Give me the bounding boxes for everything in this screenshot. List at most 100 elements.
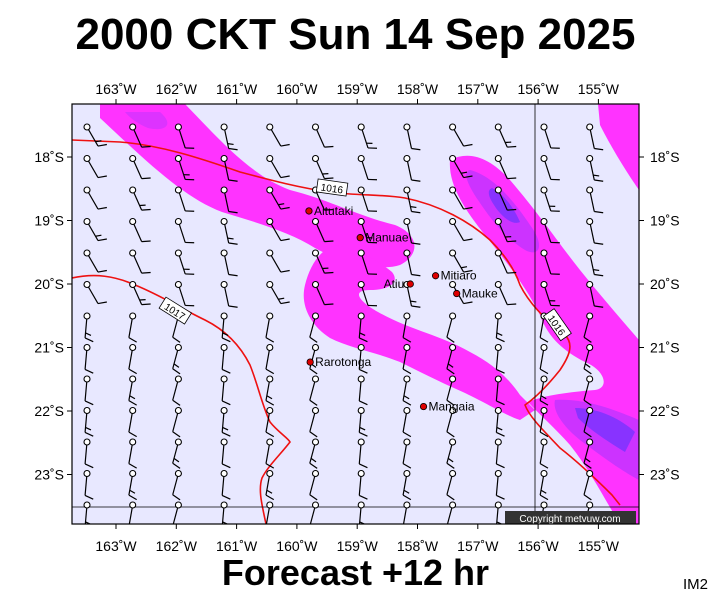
wind-barb <box>540 154 560 181</box>
wind-barb <box>220 217 238 245</box>
wind-barb <box>311 280 334 306</box>
wind-barb <box>83 312 94 343</box>
wind-barb <box>540 186 560 212</box>
place-manuae: Manuae <box>356 231 409 245</box>
wind-barb <box>311 217 334 243</box>
wind-barb <box>266 186 290 210</box>
wind-barb <box>309 406 320 438</box>
wind-barb <box>265 406 275 438</box>
forecast-label: Forecast +12 hr <box>221 552 490 593</box>
wind-barb <box>83 154 107 179</box>
place-label: Mangaia <box>429 400 475 414</box>
wind-barb <box>357 406 368 437</box>
wind-barb <box>220 280 238 308</box>
place-marker <box>406 280 414 288</box>
place-rarotonga: Rarotonga <box>306 355 372 369</box>
wind-barb <box>129 217 151 243</box>
wind-barb <box>402 501 411 524</box>
wind-barb <box>402 375 412 406</box>
wind-barb <box>446 501 457 524</box>
place-aitutaki: Aitutaki <box>305 204 353 218</box>
wind-barb <box>172 375 182 406</box>
wind-barb <box>220 123 238 151</box>
place-label: Rarotonga <box>315 355 371 369</box>
wind-barb <box>402 312 412 343</box>
isobar-lines <box>72 139 621 524</box>
isobar-1017-west <box>72 274 291 524</box>
wind-barb <box>586 249 604 277</box>
wind-barb <box>83 501 92 524</box>
wind-barb <box>357 312 368 343</box>
place-label: Aitutaki <box>314 204 353 218</box>
wind-barb <box>83 123 107 147</box>
wind-barb <box>402 343 412 375</box>
wind-barb <box>494 501 503 524</box>
wind-barb <box>266 249 290 273</box>
wind-barb <box>172 343 182 375</box>
place-marker <box>419 402 428 411</box>
wind-barb <box>583 438 594 469</box>
wind-barb <box>174 249 195 275</box>
lat-label-left: 23˚S <box>34 467 64 483</box>
place-markers: Aitutaki Manuae Mitiaro Atiu Mauke Rarotonga M… <box>305 204 498 414</box>
wind-barb <box>583 343 594 375</box>
wind-barb <box>220 406 231 437</box>
place-label: Mitiaro <box>441 269 477 283</box>
wind-barb <box>265 501 274 524</box>
wind-barb <box>128 438 137 469</box>
isobar-1016-north <box>72 139 621 506</box>
lon-label-bottom: 163˚W <box>95 538 137 554</box>
wind-barb <box>174 154 195 181</box>
wind-barb <box>220 343 231 374</box>
wind-barb <box>446 438 457 469</box>
wind-barb <box>266 280 290 305</box>
wind-barb <box>539 375 549 406</box>
wind-barb <box>129 186 151 211</box>
wind-barb <box>129 249 151 274</box>
place-label: Mauke <box>462 287 498 301</box>
wind-barb <box>309 438 320 469</box>
wind-barb <box>309 312 320 343</box>
wind-barb <box>129 280 151 306</box>
wind-barb <box>83 217 107 242</box>
svg-text:1016: 1016 <box>320 182 344 196</box>
wind-barb <box>449 217 473 242</box>
copyright-box <box>505 511 636 524</box>
wind-barb <box>83 280 107 305</box>
wind-barb <box>128 469 137 501</box>
wind-barb <box>494 154 517 180</box>
wind-barb <box>449 123 473 147</box>
wind-barb <box>494 280 517 306</box>
wind-barb <box>449 186 473 210</box>
place-marker <box>453 289 461 298</box>
wind-barb <box>494 343 505 374</box>
wind-barb <box>586 154 604 182</box>
wind-barb <box>449 154 473 179</box>
copyright-text: Copyright metvuw.com <box>519 514 620 525</box>
lon-label-top: 159˚W <box>337 81 379 97</box>
wind-barb <box>129 154 151 180</box>
wind-barb <box>128 343 137 375</box>
wind-barb <box>583 312 594 343</box>
place-marker <box>306 358 314 366</box>
page-title: 2000 CKT Sun 14 Sep 2025 <box>75 10 636 59</box>
lat-label-left: 18˚S <box>34 149 64 165</box>
wind-barb <box>220 469 231 500</box>
map-frame <box>71 103 640 525</box>
wind-barb <box>128 312 137 343</box>
wind-barb <box>446 469 457 501</box>
wind-barb <box>449 280 473 305</box>
wind-barb <box>357 123 378 149</box>
wind-barb <box>357 469 368 500</box>
wind-barb <box>583 375 594 406</box>
place-label: Atiu <box>384 277 405 291</box>
wind-barb <box>583 406 594 438</box>
wind-barb <box>220 154 238 182</box>
place-mangaia: Mangaia <box>419 400 475 414</box>
wind-barb <box>357 186 378 212</box>
wind-barb <box>128 406 137 438</box>
wind-barb <box>174 186 195 212</box>
wind-barb <box>220 438 231 469</box>
wind-barb <box>172 469 182 501</box>
